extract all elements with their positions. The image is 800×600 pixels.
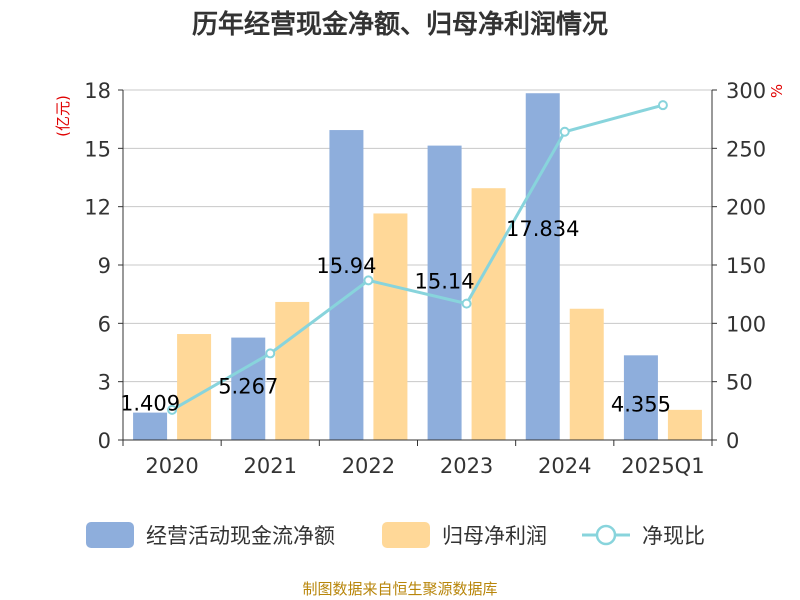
- left-axis-unit: (亿元): [54, 95, 72, 137]
- bar-net-profit: [471, 188, 506, 440]
- legend-label: 归母净利润: [442, 524, 547, 548]
- left-tick-label: 9: [98, 254, 111, 278]
- right-tick-label: 150: [726, 254, 766, 278]
- right-tick-label: 250: [726, 137, 766, 161]
- data-label: 1.409: [120, 392, 180, 416]
- chart-title: 历年经营现金净额、归母净利润情况: [191, 10, 608, 40]
- line-point: [461, 298, 472, 309]
- data-label: 4.355: [611, 392, 671, 416]
- data-label: 5.267: [218, 375, 278, 399]
- bar-net-profit: [275, 301, 310, 440]
- x-tick-label: 2021: [244, 454, 297, 478]
- line-net-cash-ratio: [171, 103, 664, 412]
- bar-cashflow: [133, 412, 168, 440]
- left-tick-label: 12: [84, 196, 111, 220]
- legend-label: 经营活动现金流净额: [146, 524, 335, 548]
- bar-cashflow: [427, 145, 462, 440]
- legend-label: 净现比: [642, 524, 705, 548]
- gridlines: [123, 89, 712, 383]
- right-axis-unit: %: [768, 84, 786, 98]
- bar-net-profit: [667, 409, 702, 440]
- legend: 经营活动现金流净额 归母净利润 净现比: [86, 522, 705, 548]
- axes: 0 3 6 9 12 15 18 0 50 100 150 200 250 300 (亿元)% 2020 202…: [54, 79, 786, 478]
- bar-cashflow: [231, 337, 266, 440]
- line-point: [657, 100, 668, 111]
- bar-net-profit: [569, 308, 604, 440]
- right-tick-label: 200: [726, 196, 766, 220]
- right-tick-label: 0: [726, 429, 739, 453]
- x-tick-label: 2024: [538, 454, 591, 478]
- bar-net-profit: [373, 213, 408, 440]
- line-point: [265, 348, 276, 359]
- legend-swatch: [86, 522, 134, 548]
- bar-cashflow: [623, 355, 658, 440]
- line-point: [167, 404, 178, 415]
- x-tick-label: 2025Q1: [621, 454, 704, 478]
- x-tick-label: 2023: [440, 454, 493, 478]
- data-label: 15.94: [316, 254, 376, 278]
- source-note: 制图数据来自恒生聚源数据库: [302, 580, 498, 598]
- right-tick-label: 50: [726, 371, 753, 395]
- data-labels: 1.409 5.267 15.94 15.14 17.834 4.355: [120, 217, 671, 416]
- right-tick-label: 100: [726, 312, 766, 336]
- line-point: [363, 275, 374, 286]
- line-series: [167, 100, 668, 415]
- left-tick-label: 6: [98, 312, 111, 336]
- left-tick-label: 18: [84, 79, 111, 103]
- right-tick-label: 300: [726, 79, 766, 103]
- left-tick-label: 0: [98, 429, 111, 453]
- data-label: 17.834: [506, 217, 579, 241]
- line-point: [559, 126, 570, 137]
- data-label: 15.14: [415, 270, 475, 294]
- bar-net-profit: [177, 334, 212, 440]
- legend-swatch: [382, 522, 430, 548]
- x-tick-label: 2020: [145, 454, 198, 478]
- bar-cashflow: [329, 130, 364, 441]
- x-tick-label: 2022: [342, 454, 395, 478]
- left-tick-label: 3: [98, 371, 111, 395]
- legend-marker: [595, 524, 617, 546]
- bars: [133, 93, 702, 441]
- bar-cashflow: [525, 93, 560, 440]
- left-tick-label: 15: [84, 137, 111, 161]
